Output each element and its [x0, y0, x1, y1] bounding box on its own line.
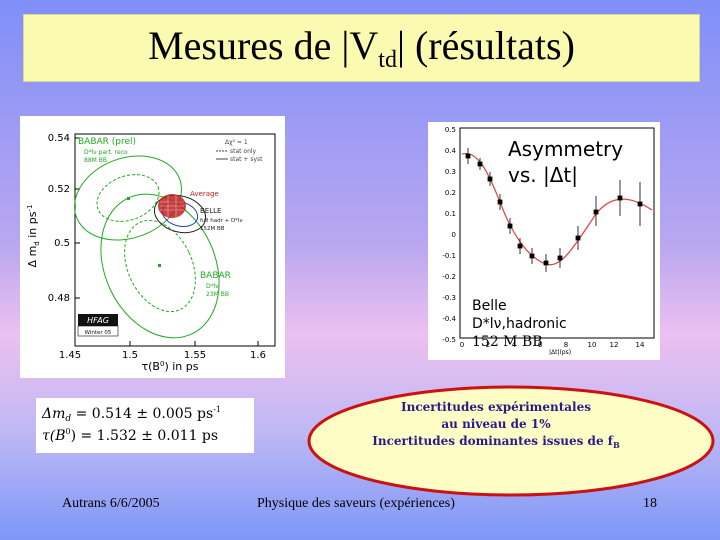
babar-line1: D*lν: [206, 283, 219, 290]
x-tick-2: 1.55: [184, 350, 206, 361]
y-tick-1: 0.52: [48, 184, 70, 195]
asym-x-tick-7: 14: [636, 341, 645, 349]
belle-line2: 152M BB: [200, 226, 225, 232]
legend-stat: stat only: [230, 148, 257, 155]
y-tick-2: 0.5: [54, 238, 70, 249]
asym-x-tick-0: 0: [460, 341, 464, 349]
legend-total: stat + syst: [230, 156, 263, 163]
y-tick-0: 0.54: [48, 133, 70, 144]
asym-x-tick-3: 6: [538, 341, 543, 349]
y-tick-3: 0.48: [48, 293, 70, 304]
slide-title: Mesures de |Vtd| (résultats): [148, 22, 575, 74]
belle-line1: full hadr + D*lν: [200, 218, 243, 224]
callout-line1: Incertitudes expérimentales: [401, 400, 591, 414]
belle-ellipse-outer: [153, 194, 207, 234]
asym-data-points: [465, 148, 643, 272]
title-subscript: td: [378, 47, 397, 73]
formula-line1: Δmd = 0.514 ± 0.005 ps-1: [41, 405, 221, 424]
babar-line2: 23M BB: [206, 291, 229, 298]
dmd-vs-tau-plot: 0.54 0.52 0.5 0.48 1.45 1.5 1.55 1.6 τ(B…: [20, 116, 285, 378]
slide-number: 18: [643, 496, 657, 511]
x-tick-3: 1.6: [250, 350, 266, 361]
babar-label: BABAR: [200, 271, 231, 281]
asym-y-tick-0: 0.5: [445, 126, 456, 134]
asym-y-tick-3: 0.2: [445, 189, 456, 197]
asym-title-line1: Asymmetry: [508, 137, 623, 161]
belle-label: BELLE: [200, 207, 221, 215]
average-label: Average: [190, 190, 219, 198]
title-prefix: Mesures de |V: [148, 23, 379, 68]
callout-line2: au niveau de 1%: [441, 417, 551, 431]
asymmetry-svg: 0.5 0.4 0.3 0.2 0.1 0 -0.1 -0.2 -0.3 -0.…: [442, 126, 655, 356]
footer-date: Autrans 6/6/2005: [62, 496, 160, 511]
asym-y-tick-1: 0.4: [445, 147, 457, 155]
x-axis-label: τ(B0) in ps: [142, 360, 199, 373]
asym-x-tick-1: 2: [486, 341, 490, 349]
asym-x-tick-6: 12: [610, 341, 619, 349]
hfag-sub-box: [77, 325, 119, 337]
x-tick-1: 1.5: [122, 350, 138, 361]
formula-line2: τ(B0) = 1.532 ± 0.011 ps: [42, 427, 218, 444]
asym-y-tick-7: -0.2: [442, 273, 456, 281]
belle-legend-line2: D*lν,hadronic: [472, 316, 567, 332]
title-suffix: | (résultats): [396, 23, 575, 68]
callout-svg: Incertitudes expérimentales au niveau de…: [307, 385, 715, 497]
asym-y-tick-5: 0: [452, 231, 456, 239]
asym-x-tick-5: 10: [588, 341, 597, 349]
babar-prel-ellipse-inner: [96, 174, 160, 222]
y-axis-label: Δ md in ps-1: [26, 205, 41, 268]
asym-y-tick-8: -0.3: [442, 294, 456, 302]
asym-title-line2: vs. |Δt|: [508, 163, 578, 187]
footer-course: Physique des saveurs (expériences): [257, 496, 455, 511]
babar-prel-line2: 88M BB: [84, 157, 107, 164]
callout-line3: Incertitudes dominantes issues de fB: [372, 434, 620, 450]
babar-ellipse-outer: [100, 193, 220, 339]
asym-y-tick-4: 0.1: [445, 210, 456, 218]
asym-frame: [459, 127, 655, 339]
babar-prel-center: [127, 197, 130, 200]
x-tick-0: 1.45: [59, 350, 81, 361]
asym-x-axis-label: |Δt|(ps): [549, 349, 571, 356]
asymmetry-plot: 0.5 0.4 0.3 0.2 0.1 0 -0.1 -0.2 -0.3 -0.…: [428, 122, 660, 360]
babar-prel-label: BABAR (prel): [78, 137, 136, 147]
babar-ellipse-inner: [124, 219, 196, 313]
formula-svg: Δmd = 0.514 ± 0.005 ps-1 τ(B0) = 1.532 ±…: [41, 405, 221, 444]
hfag-badge: [78, 314, 118, 326]
title-box: Mesures de |Vtd| (résultats): [23, 14, 700, 82]
callout-ellipse: [307, 385, 715, 497]
asym-y-tick-2: 0.3: [445, 168, 456, 176]
dmd-vs-tau-svg: 0.54 0.52 0.5 0.48 1.45 1.5 1.55 1.6 τ(B…: [26, 133, 276, 373]
asym-x-tick-2: 4: [512, 341, 517, 349]
result-formula: Δmd = 0.514 ± 0.005 ps-1 τ(B0) = 1.532 ±…: [36, 398, 254, 453]
asym-x-tick-4: 8: [564, 341, 568, 349]
hfag-sub: Winter 05: [85, 330, 112, 336]
belle-legend-line1: Belle: [472, 298, 507, 314]
plot-frame: [74, 133, 276, 347]
hfag-label: HFAG: [87, 316, 109, 325]
babar-prel-line1: D*lν part. reco: [84, 149, 128, 156]
uncertainty-callout: Incertitudes expérimentales au niveau de…: [306, 385, 720, 497]
babar-center: [158, 264, 161, 267]
asym-y-tick-10: -0.5: [442, 336, 456, 344]
asym-y-tick-9: -0.4: [442, 315, 456, 323]
legend-chi: Δχ² = 1: [225, 139, 248, 146]
asym-y-tick-6: -0.1: [442, 252, 456, 260]
babar-prel-ellipse-outer: [74, 155, 182, 241]
belle-legend-line3: 152 M BB: [472, 334, 543, 350]
